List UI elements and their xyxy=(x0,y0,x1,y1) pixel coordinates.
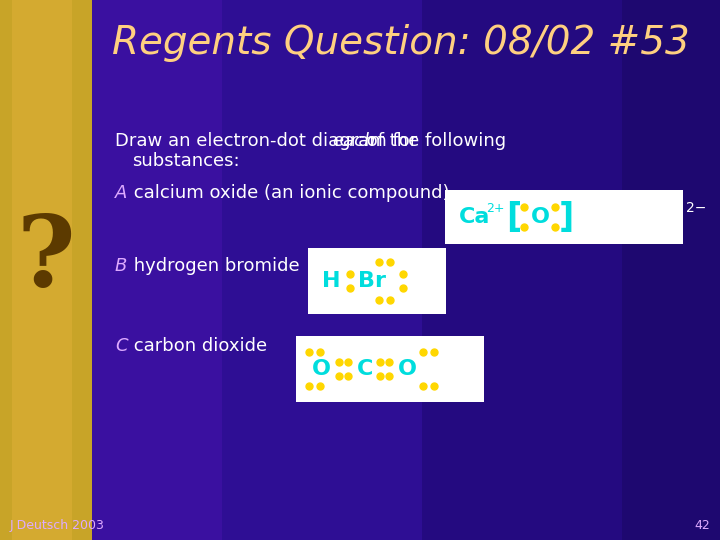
Text: B: B xyxy=(115,257,127,275)
Bar xyxy=(422,0,622,540)
Bar xyxy=(0,0,92,540)
FancyBboxPatch shape xyxy=(308,248,446,314)
Text: A: A xyxy=(115,184,127,202)
Text: carbon dioxide: carbon dioxide xyxy=(128,337,267,355)
FancyBboxPatch shape xyxy=(445,190,683,244)
Text: Br: Br xyxy=(358,271,386,291)
Text: of the following: of the following xyxy=(361,132,506,150)
Text: C: C xyxy=(115,337,127,355)
Text: calcium oxide (an ionic compound): calcium oxide (an ionic compound) xyxy=(128,184,449,202)
Text: O: O xyxy=(312,359,331,379)
Text: ?: ? xyxy=(17,212,76,308)
Text: Regents Question: 08/02 #53: Regents Question: 08/02 #53 xyxy=(112,24,690,62)
Text: substances:: substances: xyxy=(132,152,240,170)
Text: O: O xyxy=(398,359,417,379)
Text: J Deutsch 2003: J Deutsch 2003 xyxy=(10,519,105,532)
Bar xyxy=(12,0,72,540)
Text: hydrogen bromide: hydrogen bromide xyxy=(128,257,300,275)
Text: C: C xyxy=(357,359,374,379)
Text: ]: ] xyxy=(559,200,575,233)
FancyBboxPatch shape xyxy=(296,336,484,402)
Text: H: H xyxy=(322,271,341,291)
Text: 2+: 2+ xyxy=(486,201,505,214)
Text: O: O xyxy=(531,207,550,227)
Text: Ca: Ca xyxy=(459,207,490,227)
Bar xyxy=(222,0,422,540)
Bar xyxy=(92,0,222,540)
Text: 42: 42 xyxy=(694,519,710,532)
Text: 2−: 2− xyxy=(686,201,706,215)
Text: each: each xyxy=(333,132,376,150)
Text: [: [ xyxy=(506,200,521,233)
Text: Draw an electron-dot diagram for: Draw an electron-dot diagram for xyxy=(115,132,423,150)
Bar xyxy=(622,0,720,540)
